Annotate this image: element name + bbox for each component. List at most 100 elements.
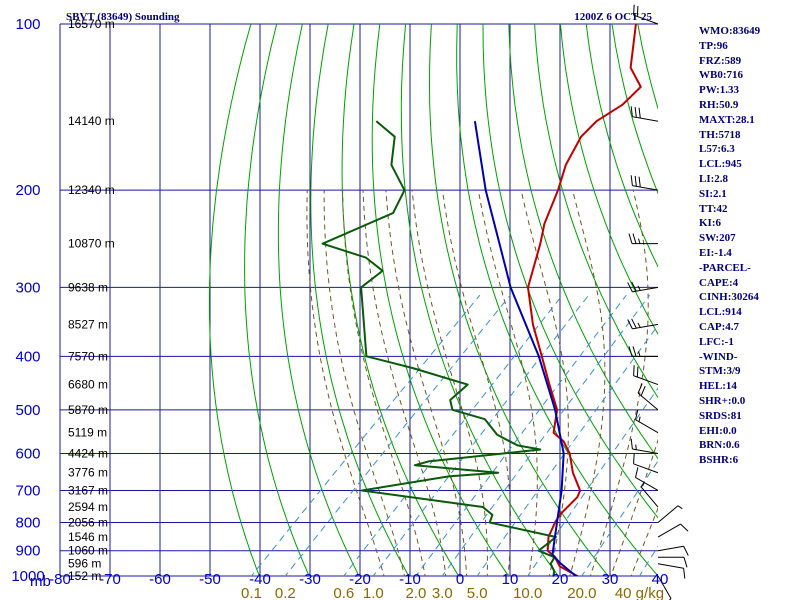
wind-barb-feather xyxy=(636,6,639,17)
mixing-ratio-label: 0.1 xyxy=(241,585,262,600)
wind-barb-feather xyxy=(683,546,689,556)
height-label: 3776 m xyxy=(68,466,108,480)
pressure-tick-label: 900 xyxy=(15,543,40,560)
wind-barb xyxy=(630,438,659,455)
wind-barb-feather xyxy=(633,453,635,464)
wind-barb-staff xyxy=(657,575,672,599)
wind-barb xyxy=(657,505,683,523)
dry-adiabat xyxy=(208,24,260,576)
wind-barb xyxy=(658,556,688,568)
sounding-series xyxy=(321,24,642,576)
dry-adiabat xyxy=(767,24,800,588)
moist-adiabat xyxy=(323,190,406,576)
moist-adiabat xyxy=(520,190,569,576)
mixing-ratio-label: 0.6 xyxy=(333,585,354,600)
wind-barb-half-feather xyxy=(638,416,641,422)
dry-adiabat xyxy=(277,24,360,576)
wind-barb-staff xyxy=(633,463,659,474)
temperature-tick-label: 10 xyxy=(502,571,519,588)
temperature-tick-label: -70 xyxy=(99,571,121,588)
sounding-index: MAXT:28.1 xyxy=(699,113,755,126)
pressure-tick-label: 600 xyxy=(15,446,40,463)
wind-barb-half-feather xyxy=(677,505,683,510)
temperature-tick-label: 30 xyxy=(602,571,619,588)
height-label: 5870 m xyxy=(68,403,108,417)
mixing-ratio-line xyxy=(372,294,589,576)
wind-barb xyxy=(657,545,689,556)
wind-barb-feather xyxy=(627,319,633,330)
wind-barb-staff xyxy=(632,116,659,122)
wind-barb xyxy=(628,346,658,357)
wind-barb-half-feather xyxy=(638,238,641,244)
temperature-tick-label: -50 xyxy=(199,571,221,588)
sounding-index: CAPE:4 xyxy=(699,276,739,289)
wind-barb-staff xyxy=(633,375,659,386)
wind-barb-half-feather xyxy=(668,598,672,600)
sounding-index: TT:42 xyxy=(699,202,728,215)
dry-adiabat xyxy=(585,24,658,268)
wind-barb xyxy=(633,365,659,386)
pressure-unit-label: mb xyxy=(30,573,51,590)
wind-barb-feather xyxy=(631,281,637,292)
pressure-tick-label: 1000 xyxy=(11,568,44,585)
height-label: 2056 m xyxy=(68,516,108,530)
sounding-index: LI:2.8 xyxy=(699,172,729,185)
moist-adiabat xyxy=(306,190,385,576)
sounding-index: L57:6.3 xyxy=(699,143,735,156)
wind-barb xyxy=(637,383,659,411)
wind-barb-feather xyxy=(630,106,633,117)
mixing-ratio-label: 20.0 xyxy=(567,585,596,600)
mixing-ratio-label: 1.0 xyxy=(363,585,384,600)
pressure-tick-label: 800 xyxy=(15,515,40,532)
sounding-index: LFC:-1 xyxy=(699,335,734,348)
wind-barb-feather xyxy=(638,176,641,188)
mixing-ratio-label: 0.2 xyxy=(275,585,296,600)
height-label: 1060 m xyxy=(68,544,108,558)
wind-barb xyxy=(627,281,659,293)
temperature-tick-label: -40 xyxy=(249,571,271,588)
mixing-ratio-line xyxy=(581,460,658,576)
sounding-index: KI:6 xyxy=(699,217,721,230)
wind-barb xyxy=(634,409,659,434)
temperature-tick-label: -60 xyxy=(149,571,171,588)
wind-barb-feather xyxy=(631,318,637,329)
moist-adiabat xyxy=(569,190,606,576)
wind-barb-staff xyxy=(637,392,659,411)
temperature-tick-label: -80 xyxy=(49,571,71,588)
wind-barb xyxy=(633,453,659,474)
sounding-index: WB0:716 xyxy=(699,69,743,82)
height-label: 1546 m xyxy=(68,530,108,544)
height-label: 16570 m xyxy=(68,17,115,31)
temperature-tick-label: -30 xyxy=(299,571,321,588)
wind-barb-half-feather xyxy=(635,444,637,450)
mixing-ratio-line xyxy=(343,294,563,576)
sounding-index: EI:-1.4 xyxy=(699,246,732,259)
wind-barb-feather xyxy=(683,557,688,568)
wind-barb-staff xyxy=(657,563,684,569)
wind-barb xyxy=(657,523,689,538)
temperature-tick-label: -20 xyxy=(349,571,371,588)
mixing-ratio-line xyxy=(476,324,658,576)
chart-grid xyxy=(59,23,658,577)
height-label: 4424 m xyxy=(68,447,108,461)
wind-barb xyxy=(657,563,686,579)
mixing-ratio-label: 10.0 xyxy=(513,585,542,600)
wind-barb-staff xyxy=(632,185,659,191)
wind-barb-feather xyxy=(683,568,686,579)
temperature-tick-label: 0 xyxy=(456,571,464,588)
wind-barb xyxy=(630,175,659,191)
moist-adiabat xyxy=(385,190,468,576)
pressure-tick-label: 500 xyxy=(15,402,40,419)
moist-adiabat xyxy=(589,190,649,576)
moist-adiabat xyxy=(610,438,658,576)
sounding-index: FRZ:589 xyxy=(699,54,742,67)
wind-barb-feather xyxy=(634,409,639,420)
dry-adiabat xyxy=(400,24,559,576)
temperature-line xyxy=(527,24,642,576)
wind-barb-feather xyxy=(633,4,635,16)
dry-adiabat xyxy=(371,24,510,576)
wind-barbs xyxy=(627,4,689,600)
sounding-index: -WIND- xyxy=(699,350,738,363)
